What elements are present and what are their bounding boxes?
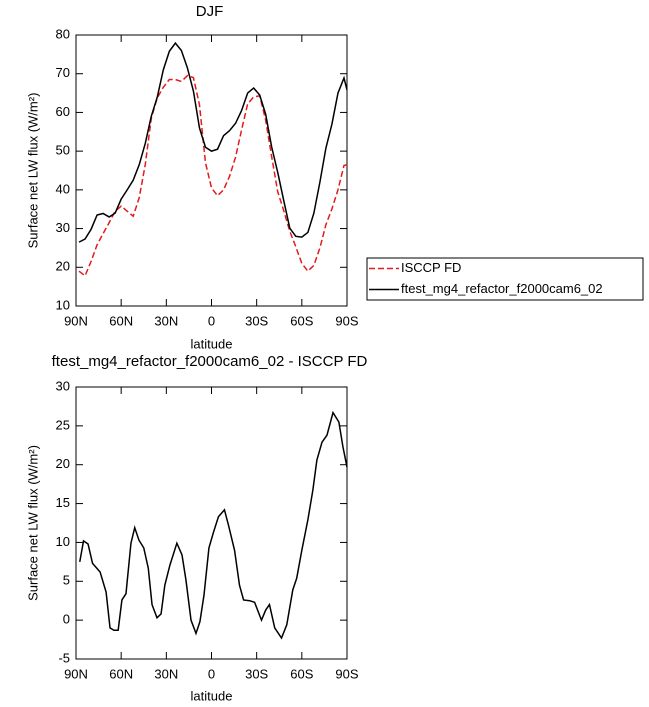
y-tick-label: 30: [56, 378, 70, 393]
data-line: [78, 74, 348, 277]
plot-frame: [75, 34, 348, 307]
legend-label: ftest_mg4_refactor_f2000cam6_02: [401, 281, 603, 296]
x-tick-label: 90N: [64, 666, 88, 681]
y-tick-label: 15: [56, 495, 70, 510]
y-tick-label: 70: [56, 65, 70, 80]
x-tick-label: 0: [208, 313, 215, 328]
y-tick-label: 80: [56, 26, 70, 41]
y-axis-label: Surface net LW flux (W/m²): [25, 445, 40, 601]
x-tick-label: 60S: [290, 313, 313, 328]
y-axis-label: Surface net LW flux (W/m²): [25, 93, 40, 249]
x-tick-label: 30N: [154, 313, 178, 328]
chart-title: ftest_mg4_refactor_f2000cam6_02 - ISCCP …: [52, 353, 368, 370]
data-line: [78, 41, 348, 243]
y-tick-label: 40: [56, 181, 70, 196]
plot-frame: [75, 386, 348, 660]
chart-title: DJF: [196, 3, 224, 20]
x-tick-label: 90N: [64, 313, 88, 328]
x-tick-label: 90S: [335, 313, 358, 328]
x-tick-label: 30N: [154, 666, 178, 681]
y-tick-label: 20: [56, 259, 70, 274]
y-tick-label: 60: [56, 104, 70, 119]
x-tick-label: 60S: [290, 666, 313, 681]
x-axis-label: latitude: [191, 336, 233, 351]
x-tick-label: 30S: [245, 666, 268, 681]
y-tick-label: 0: [63, 612, 70, 627]
x-tick-label: 60N: [109, 313, 133, 328]
y-tick-label: -5: [58, 650, 70, 665]
y-tick-label: 30: [56, 220, 70, 235]
y-tick-label: 25: [56, 417, 70, 432]
y-tick-label: 10: [56, 534, 70, 549]
y-tick-label: 50: [56, 143, 70, 158]
y-tick-label: 20: [56, 456, 70, 471]
y-tick-label: 10: [56, 297, 70, 312]
legend-box: [366, 257, 644, 301]
y-tick-label: 5: [63, 573, 70, 588]
x-tick-label: 0: [208, 666, 215, 681]
legend-label: ISCCP FD: [401, 260, 461, 275]
data-line: [79, 410, 348, 640]
x-tick-label: 60N: [109, 666, 133, 681]
x-tick-label: 30S: [245, 313, 268, 328]
x-tick-label: 90S: [335, 666, 358, 681]
x-axis-label: latitude: [191, 688, 233, 703]
